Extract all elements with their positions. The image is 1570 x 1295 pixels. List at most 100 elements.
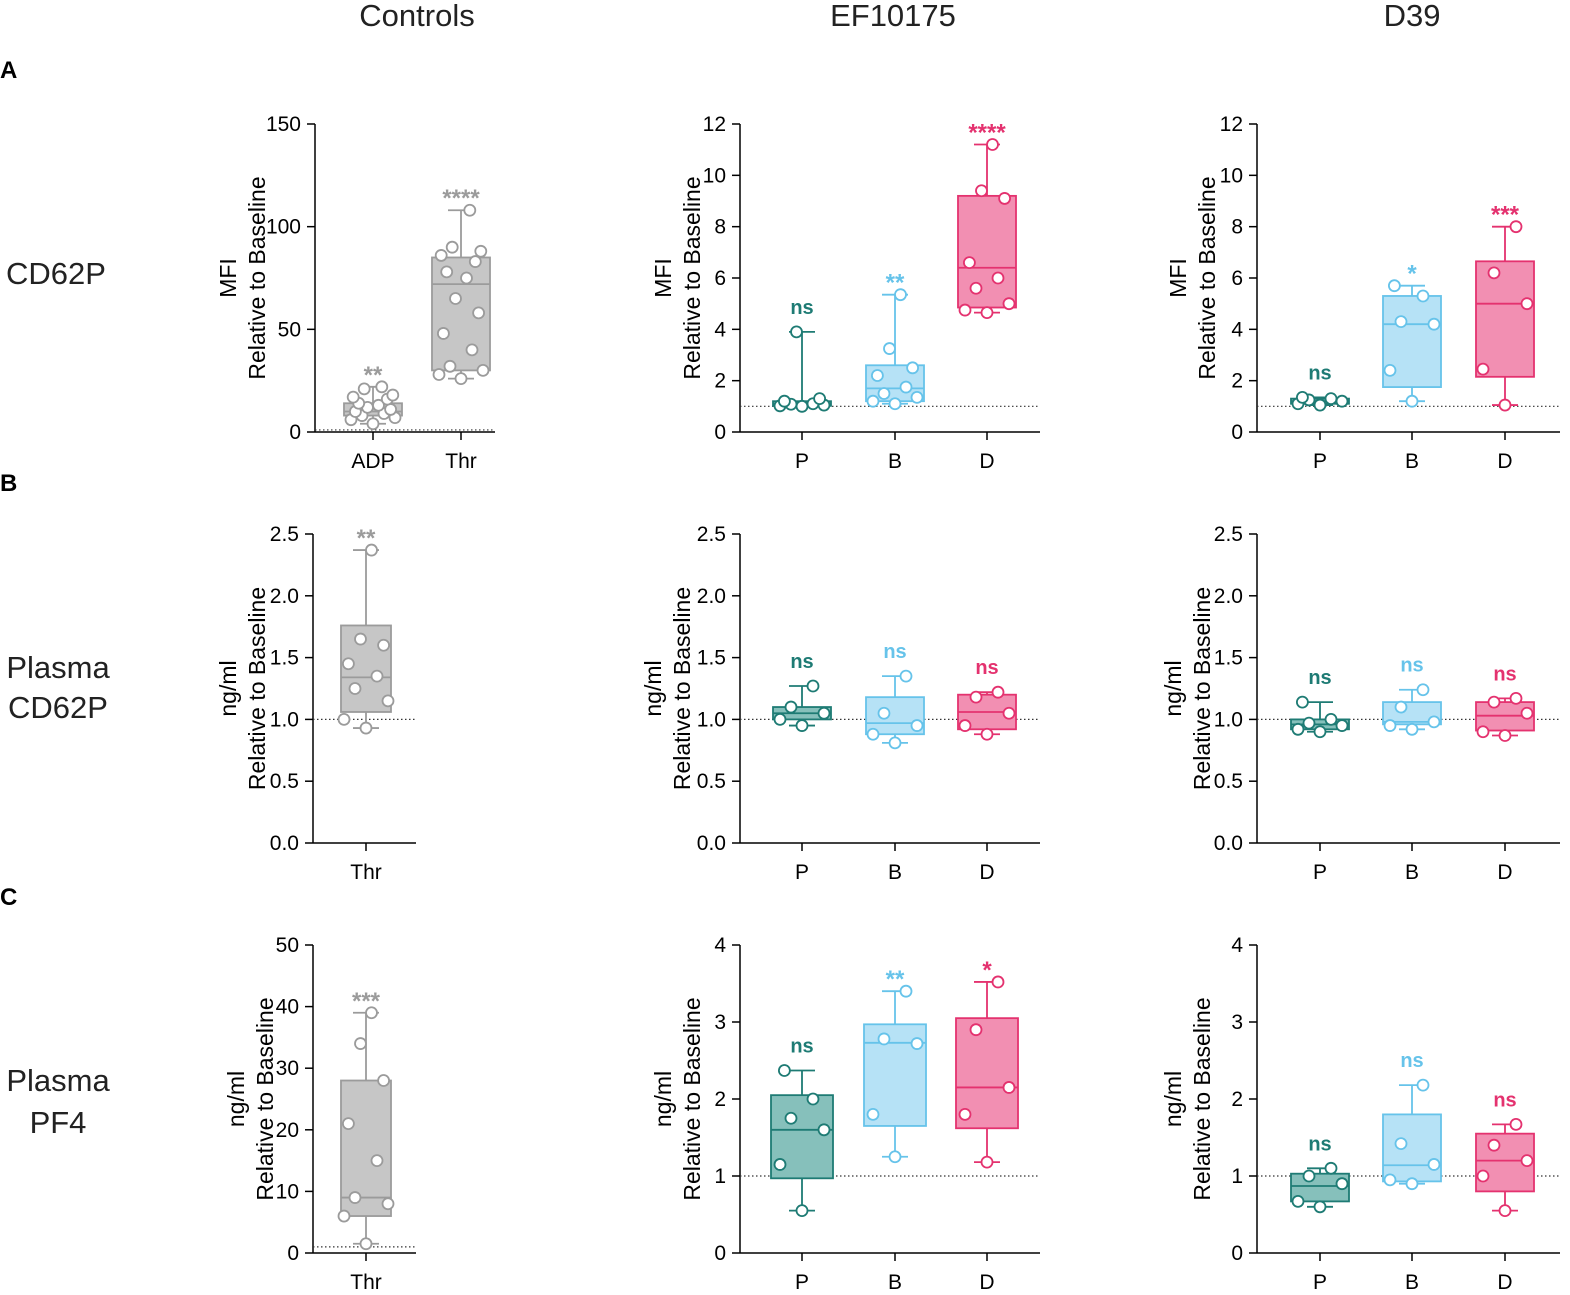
data-point	[888, 736, 902, 750]
y-tick-label: 2	[714, 370, 726, 393]
data-point	[795, 1204, 809, 1218]
data-point	[1476, 1169, 1490, 1183]
significance-label: ns	[1400, 655, 1423, 677]
data-point	[440, 265, 454, 279]
row-label-c-line1: Plasma	[6, 1063, 110, 1098]
y-axis-label-line2: Relative to Baseline	[1189, 587, 1215, 790]
y-axis-label-line2: Relative to Baseline	[244, 587, 270, 790]
data-point	[454, 372, 468, 386]
significance-label: ns	[1493, 1089, 1516, 1111]
x-tick-label: P	[1313, 450, 1327, 473]
significance-label: **	[886, 966, 905, 993]
x-tick-label: B	[888, 861, 902, 884]
data-point	[1335, 1177, 1349, 1191]
data-point	[795, 399, 809, 413]
y-tick-label: 8	[1231, 216, 1243, 239]
data-point	[888, 397, 902, 411]
column-header-controls: Controls	[359, 0, 474, 33]
y-axis-label: ng/ml Relative to Baseline	[650, 997, 705, 1200]
data-point	[866, 1108, 880, 1121]
y-tick-label: 6	[1231, 267, 1243, 290]
y-axis-label: MFI Relative to Baseline	[215, 176, 270, 379]
data-point	[975, 184, 988, 198]
group-P: Pns	[1290, 667, 1350, 884]
data-point	[1509, 220, 1523, 234]
data-point	[359, 1237, 373, 1251]
data-point	[1487, 266, 1501, 280]
y-tick-label: 0	[714, 421, 726, 444]
data-point	[1476, 725, 1490, 739]
data-point	[1498, 1204, 1512, 1218]
significance-label: *	[982, 957, 992, 984]
data-point	[1394, 700, 1408, 714]
y-axis-label-line2: Relative to Baseline	[252, 997, 278, 1200]
significance-label: **	[886, 270, 905, 297]
data-point	[1302, 716, 1316, 730]
data-point	[432, 368, 446, 381]
data-point	[998, 192, 1011, 205]
data-point	[969, 281, 983, 295]
data-point	[969, 690, 983, 704]
data-point	[910, 390, 924, 404]
x-tick-label: D	[1497, 861, 1512, 884]
y-tick-label: 1.5	[270, 647, 299, 670]
group-B: Bns	[1382, 655, 1442, 884]
y-axis-label: MFI Relative to Baseline	[1165, 176, 1220, 379]
data-point	[877, 706, 891, 720]
y-tick-label: 0.5	[1214, 770, 1243, 793]
data-point	[1324, 392, 1338, 406]
y-axis-label-line2: Relative to Baseline	[669, 587, 695, 790]
x-tick-label: B	[888, 450, 902, 473]
data-point	[341, 657, 355, 671]
x-tick-label: D	[979, 450, 994, 473]
data-point	[866, 394, 880, 408]
data-point	[866, 727, 880, 741]
data-point	[888, 1150, 902, 1164]
data-point	[1394, 315, 1408, 329]
x-tick-label: D	[1497, 450, 1512, 473]
group-Thr: Thr **	[337, 525, 395, 884]
data-point	[778, 394, 791, 408]
y-tick-label: 30	[276, 1057, 299, 1080]
group-P: Pns	[772, 297, 832, 473]
data-point	[1388, 279, 1401, 293]
box	[1475, 260, 1535, 378]
row-letters: A B C	[0, 57, 17, 911]
x-tick-label: P	[795, 1271, 809, 1294]
row-labels: CD62P Plasma CD62P Plasma PF4	[6, 256, 110, 1140]
y-tick-label: 10	[1220, 164, 1243, 187]
y-tick-label: 2.0	[1214, 585, 1243, 608]
x-tick-label: Thr	[445, 450, 477, 473]
group-D: D ***	[1475, 202, 1535, 473]
data-point	[806, 679, 820, 693]
data-point	[906, 361, 919, 375]
panel-A-controls: 0 50 100 150 MFI Relative to Baseline ADP ** Thr…	[215, 113, 495, 473]
y-tick-label: 1.5	[697, 647, 726, 670]
data-point	[1509, 1118, 1523, 1131]
y-tick-label: 4	[714, 318, 726, 341]
data-point	[1427, 317, 1441, 331]
y-tick-label: 100	[266, 216, 301, 239]
significance-label: ns	[1308, 362, 1331, 384]
row-label-a: CD62P	[6, 256, 106, 291]
y-tick-label: 6	[714, 267, 726, 290]
significance-label: ns	[975, 657, 998, 679]
data-point	[790, 325, 803, 339]
data-point	[817, 1123, 831, 1137]
group-P: Pns	[1290, 362, 1350, 473]
data-point	[346, 390, 360, 404]
data-point	[472, 306, 486, 320]
data-point	[980, 306, 994, 320]
box	[340, 1079, 392, 1217]
data-point	[1324, 1161, 1338, 1175]
y-axis-label: ng/ml Relative to Baseline	[1160, 997, 1215, 1200]
data-point	[463, 203, 477, 217]
y-tick-label: 1.0	[697, 708, 726, 731]
data-point	[1405, 394, 1419, 408]
data-point	[1383, 719, 1397, 732]
data-point	[1427, 1158, 1441, 1171]
y-axis-label: ng/ml Relative to Baseline	[1160, 587, 1215, 790]
row-letter-c: C	[0, 884, 17, 911]
y-tick-label: 0	[289, 421, 301, 444]
